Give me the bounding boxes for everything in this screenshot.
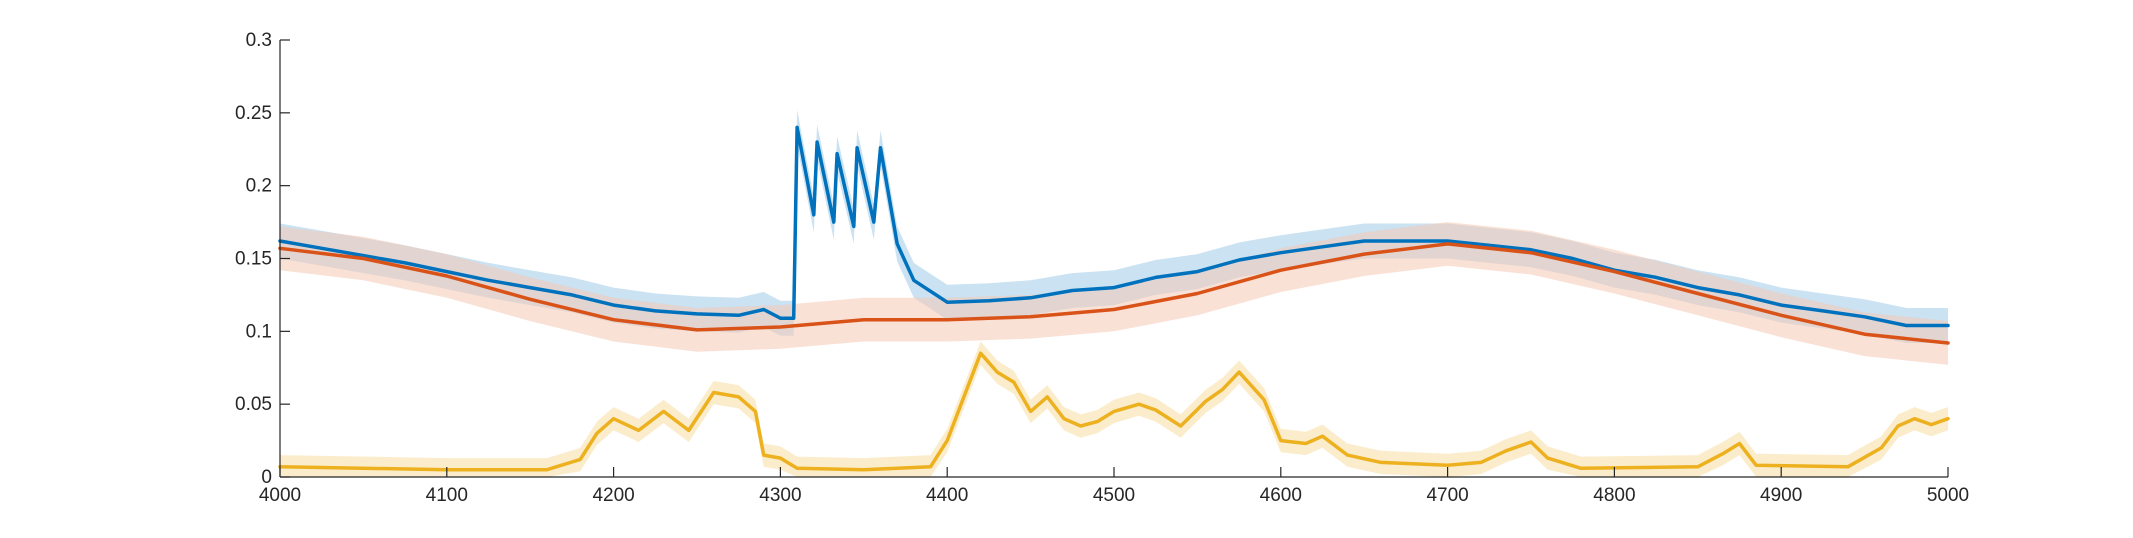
x-tick-label: 4600 [1260,485,1302,506]
x-tick-label: 5000 [1927,485,1969,506]
y-tick-label: 0.1 [246,321,272,342]
y-tick-label: 0.05 [235,394,272,415]
x-tick-label: 4500 [1093,485,1135,506]
series-lines [278,125,1950,472]
y-tick-label: 0 [261,467,272,488]
x-tick-label: 4800 [1593,485,1635,506]
axes: 0 0.05 0.1 0.15 0.2 0.25 0.3 4000 4100 4200 4300 44… [235,30,1969,506]
y-tick-label: 0.3 [246,30,272,51]
series-3-band [280,341,1948,477]
x-tick-label: 4000 [259,485,301,506]
x-tick-label: 4300 [759,485,801,506]
series-1-line [278,125,1950,328]
y-tick-label: 0.25 [235,103,272,124]
x-tick-label: 4400 [926,485,968,506]
series-3-line [278,351,1950,472]
x-tick-label: 4700 [1426,485,1468,506]
x-tick-label: 4900 [1760,485,1802,506]
y-tick-label: 0.15 [235,249,272,270]
x-tick-label: 4100 [426,485,468,506]
y-tick-label: 0.2 [246,176,272,197]
series-2-line [278,242,1950,345]
x-tick-label: 4200 [592,485,634,506]
